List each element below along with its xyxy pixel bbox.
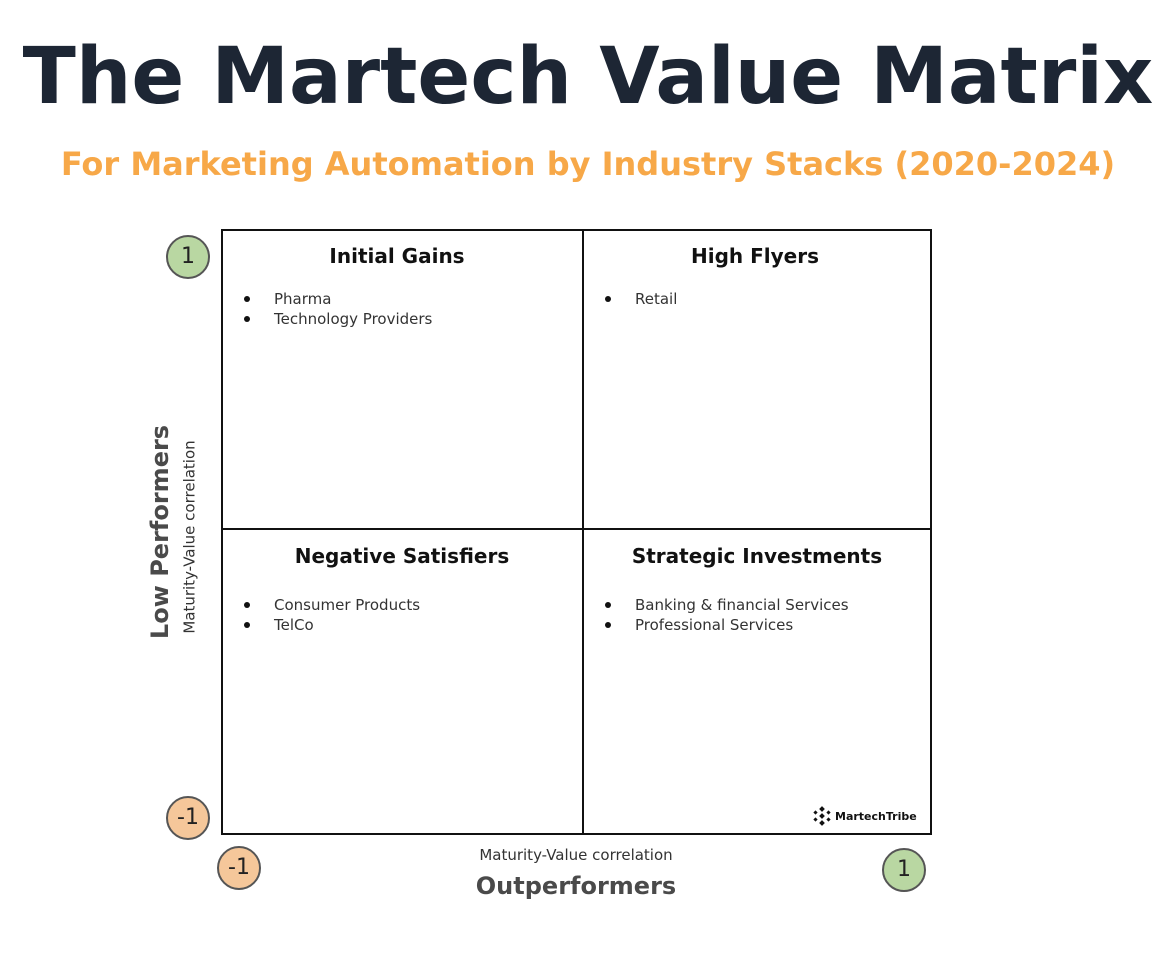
quadrant-title-negative-satisfiers: Negative Satisfiers [294,544,510,568]
list-item: Banking & financial Services [605,595,849,615]
y-axis-min-badge: -1 [166,796,210,840]
logo-text: MartechTribe [835,809,917,823]
value-matrix-grid [221,229,932,835]
quadrant-title-high-flyers: High Flyers [691,244,819,268]
y-axis-max-badge: 1 [166,235,210,279]
horizontal-divider [221,528,932,530]
martechtribe-logo-icon [813,806,831,826]
quadrant-title-strategic-investments: Strategic Investments [631,544,883,568]
x-axis-title: Outperformers [475,872,677,900]
vertical-divider [582,229,584,835]
list-item: Technology Providers [244,309,432,329]
quadrant-list-high-flyers: Retail [605,289,677,309]
x-axis-max-badge: 1 [882,848,926,892]
list-item: Professional Services [605,615,849,635]
quadrant-list-initial-gains: Pharma Technology Providers [244,289,432,329]
martechtribe-logo: MartechTribe [812,806,917,826]
list-item: Retail [605,289,677,309]
y-axis-label: Maturity-Value correlation [180,440,199,634]
page-title: The Martech Value Matrix [22,32,1154,122]
quadrant-list-negative-satisfiers: Consumer Products TelCo [244,595,420,635]
page-subtitle: For Marketing Automation by Industry Sta… [60,145,1116,183]
x-axis-min-badge: -1 [217,846,261,890]
quadrant-list-strategic-investments: Banking & financial Services Professiona… [605,595,849,635]
x-axis-label: Maturity-Value correlation [479,846,673,864]
y-axis-title: Low Performers [146,424,174,640]
quadrant-title-initial-gains: Initial Gains [329,244,465,268]
list-item: Pharma [244,289,432,309]
list-item: TelCo [244,615,420,635]
list-item: Consumer Products [244,595,420,615]
